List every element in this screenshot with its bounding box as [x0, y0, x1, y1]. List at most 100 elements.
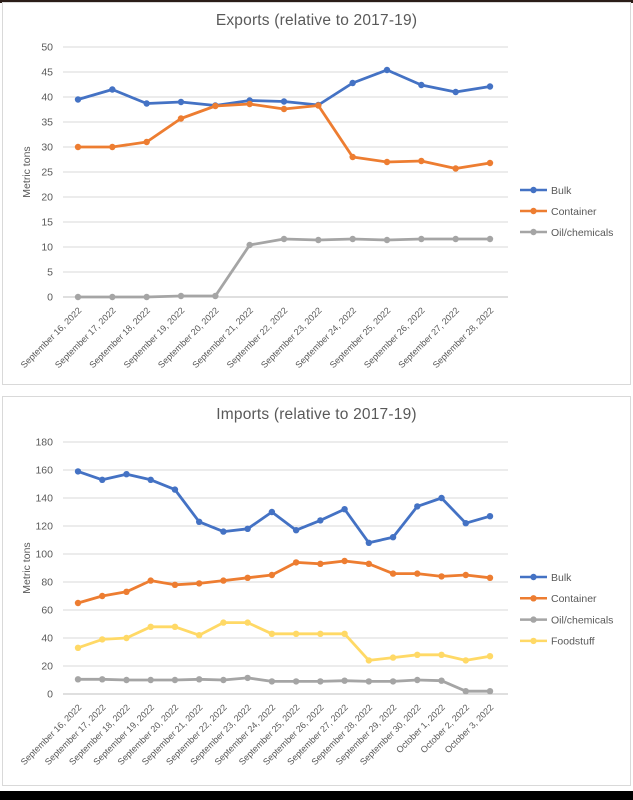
data-point-foodstuff — [171, 623, 179, 630]
data-point-bulk — [389, 534, 397, 541]
data-point-bulk — [414, 503, 421, 510]
svg-text:September 22, 2022: September 22, 2022 — [225, 305, 290, 370]
data-point-oil-chemicals — [246, 241, 253, 249]
data-point-oil-chemicals — [486, 235, 494, 243]
svg-text:15: 15 — [41, 217, 53, 229]
legend-marker-icon — [530, 616, 537, 623]
data-point-container — [195, 580, 203, 587]
series-container — [74, 100, 494, 172]
data-point-container — [452, 165, 459, 172]
data-point-oil-chemicals — [389, 678, 397, 685]
data-point-bulk — [462, 520, 469, 527]
data-point-oil-chemicals — [418, 235, 425, 243]
data-point-container — [220, 577, 227, 584]
svg-text:September 24, 2022: September 24, 2022 — [293, 305, 358, 370]
imports-chart: 0 20 40 60 80 100 120 140 160 180 Metric tons Septe… — [19, 437, 614, 768]
legend-item-bulk: Bulk — [520, 572, 572, 584]
data-point-bulk — [452, 88, 459, 96]
svg-text:35: 35 — [41, 117, 53, 129]
svg-text:140: 140 — [35, 493, 53, 505]
data-point-oil-chemicals — [486, 688, 494, 695]
data-point-container — [244, 574, 251, 581]
data-point-bulk — [220, 528, 227, 535]
data-point-oil-chemicals — [365, 678, 373, 685]
svg-text:100: 100 — [35, 549, 53, 561]
data-point-oil-chemicals — [452, 235, 459, 243]
svg-text:September 21, 2022: September 21, 2022 — [190, 305, 255, 370]
data-point-bulk — [74, 96, 82, 103]
legend-label: Oil/chemicals — [551, 227, 613, 239]
legend-item-oil-chemicals: Oil/chemicals — [520, 227, 613, 239]
data-point-bulk — [244, 525, 251, 532]
series-oil-chemicals — [74, 235, 494, 301]
legend-label: Bulk — [551, 185, 572, 197]
data-point-container — [365, 560, 373, 567]
svg-text:September 26, 2022: September 26, 2022 — [362, 305, 427, 370]
data-point-foodstuff — [462, 657, 469, 664]
data-point-container — [280, 105, 288, 113]
svg-text:60: 60 — [41, 605, 53, 617]
svg-text:5: 5 — [47, 267, 53, 279]
svg-text:0: 0 — [47, 689, 53, 701]
svg-text:25: 25 — [41, 167, 53, 179]
data-point-oil-chemicals — [280, 235, 288, 243]
data-point-bulk — [74, 468, 82, 475]
data-point-oil-chemicals — [212, 292, 219, 300]
data-point-bulk — [317, 517, 324, 524]
data-point-foodstuff — [220, 619, 227, 626]
svg-text:September 17, 2022: September 17, 2022 — [53, 305, 118, 370]
data-point-oil-chemicals — [414, 676, 421, 684]
legend-marker-icon — [530, 595, 537, 602]
data-point-oil-chemicals — [74, 293, 82, 301]
svg-text:10: 10 — [41, 242, 53, 254]
svg-text:September 28, 2022: September 28, 2022 — [431, 305, 496, 370]
data-point-bulk — [349, 79, 356, 87]
data-point-container — [171, 581, 179, 588]
data-point-container — [349, 153, 356, 161]
data-point-oil-chemicals — [74, 676, 82, 683]
data-point-container — [418, 157, 425, 165]
data-point-foodstuff — [341, 630, 348, 637]
data-point-oil-chemicals — [383, 236, 391, 244]
data-point-oil-chemicals — [438, 677, 445, 684]
series-foodstuff — [74, 619, 494, 664]
data-point-oil-chemicals — [315, 236, 322, 244]
svg-text:30: 30 — [41, 142, 53, 154]
y-axis-title: Metric tons — [21, 542, 33, 593]
data-point-oil-chemicals — [177, 292, 185, 300]
data-point-bulk — [292, 527, 300, 534]
data-point-bulk — [438, 494, 445, 502]
svg-text:September 19, 2022: September 19, 2022 — [122, 305, 187, 370]
data-point-oil-chemicals — [317, 678, 324, 685]
svg-text:September 23, 2022: September 23, 2022 — [259, 305, 324, 370]
gridlines — [63, 441, 508, 695]
y-axis-tick-labels: 0 20 40 60 80 100 120 140 160 180 — [35, 437, 53, 701]
data-point-bulk — [341, 506, 348, 513]
svg-text:180: 180 — [35, 437, 53, 449]
data-point-oil-chemicals — [341, 677, 348, 684]
data-point-oil-chemicals — [171, 676, 179, 684]
svg-text:20: 20 — [41, 192, 53, 204]
legend-label: Container — [551, 593, 597, 605]
data-point-bulk — [486, 513, 494, 520]
legend-item-foodstuff: Foodstuff — [520, 636, 595, 648]
data-point-bulk — [143, 100, 150, 107]
data-point-foodstuff — [365, 657, 373, 664]
legend-marker-icon — [530, 207, 537, 215]
top-border-strip — [0, 0, 633, 3]
data-point-container — [292, 559, 300, 566]
data-point-container — [147, 577, 154, 584]
data-point-bulk — [123, 471, 130, 478]
data-point-oil-chemicals — [195, 676, 203, 683]
legend-item-container: Container — [520, 206, 597, 218]
y-axis-tick-labels: 0 5 10 15 20 25 30 35 40 45 50 — [41, 42, 53, 304]
data-point-container — [317, 560, 324, 567]
data-point-bulk — [99, 476, 106, 483]
data-point-container — [383, 158, 391, 166]
svg-text:160: 160 — [35, 465, 53, 477]
data-point-container — [341, 557, 348, 565]
data-point-container — [438, 573, 445, 580]
data-point-bulk — [418, 81, 425, 89]
